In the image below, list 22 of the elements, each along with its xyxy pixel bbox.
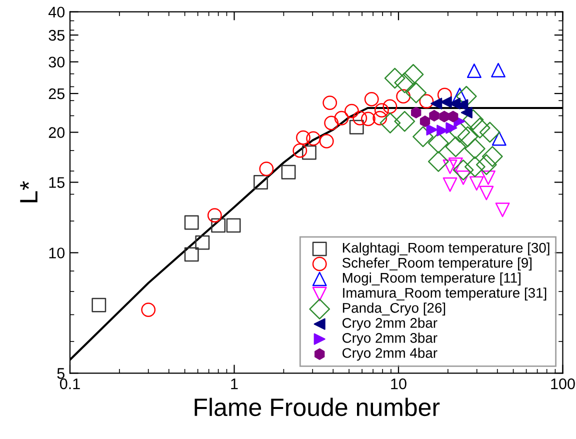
y-tick-label: 35	[48, 30, 64, 41]
x-axis-title: Flame Froude number	[194, 398, 440, 416]
legend-label: Cryo 2mm 4bar	[342, 348, 438, 361]
x-tick-label: 10	[391, 378, 406, 390]
legend-label: Cryo 2mm 2bar	[342, 318, 438, 331]
legend-label: Kalghtagi_Room temperature [30]	[342, 242, 550, 256]
x-tick-label: 0.1	[60, 378, 80, 390]
y-tick-label: 10	[49, 248, 65, 258]
y-tick-label: 25	[48, 88, 64, 100]
y-tick-label: 40	[48, 6, 65, 18]
x-tick-label: 100	[551, 378, 575, 390]
y-tick-label: 30	[48, 56, 65, 68]
legend-label: Imamura_Room temperature [31]	[343, 288, 546, 301]
legend-label: Mogi_Room temperature [11]	[342, 272, 520, 286]
y-tick-label: 20	[48, 127, 65, 138]
x-tick-label: 1	[231, 378, 238, 390]
legend-label: Panda_Cryo [26]	[342, 302, 446, 316]
y-tick-label: 5	[57, 368, 64, 379]
y-axis-title: L*	[20, 181, 38, 202]
legend-label: Schefer_Room temperature [9]	[342, 258, 532, 270]
y-tick-label: 15	[49, 177, 64, 188]
legend-label: Cryo 2mm 3bar	[342, 332, 438, 346]
